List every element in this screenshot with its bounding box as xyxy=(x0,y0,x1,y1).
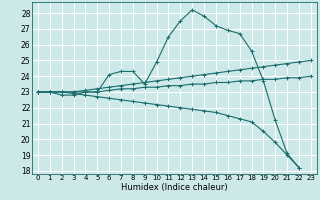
X-axis label: Humidex (Indice chaleur): Humidex (Indice chaleur) xyxy=(121,183,228,192)
